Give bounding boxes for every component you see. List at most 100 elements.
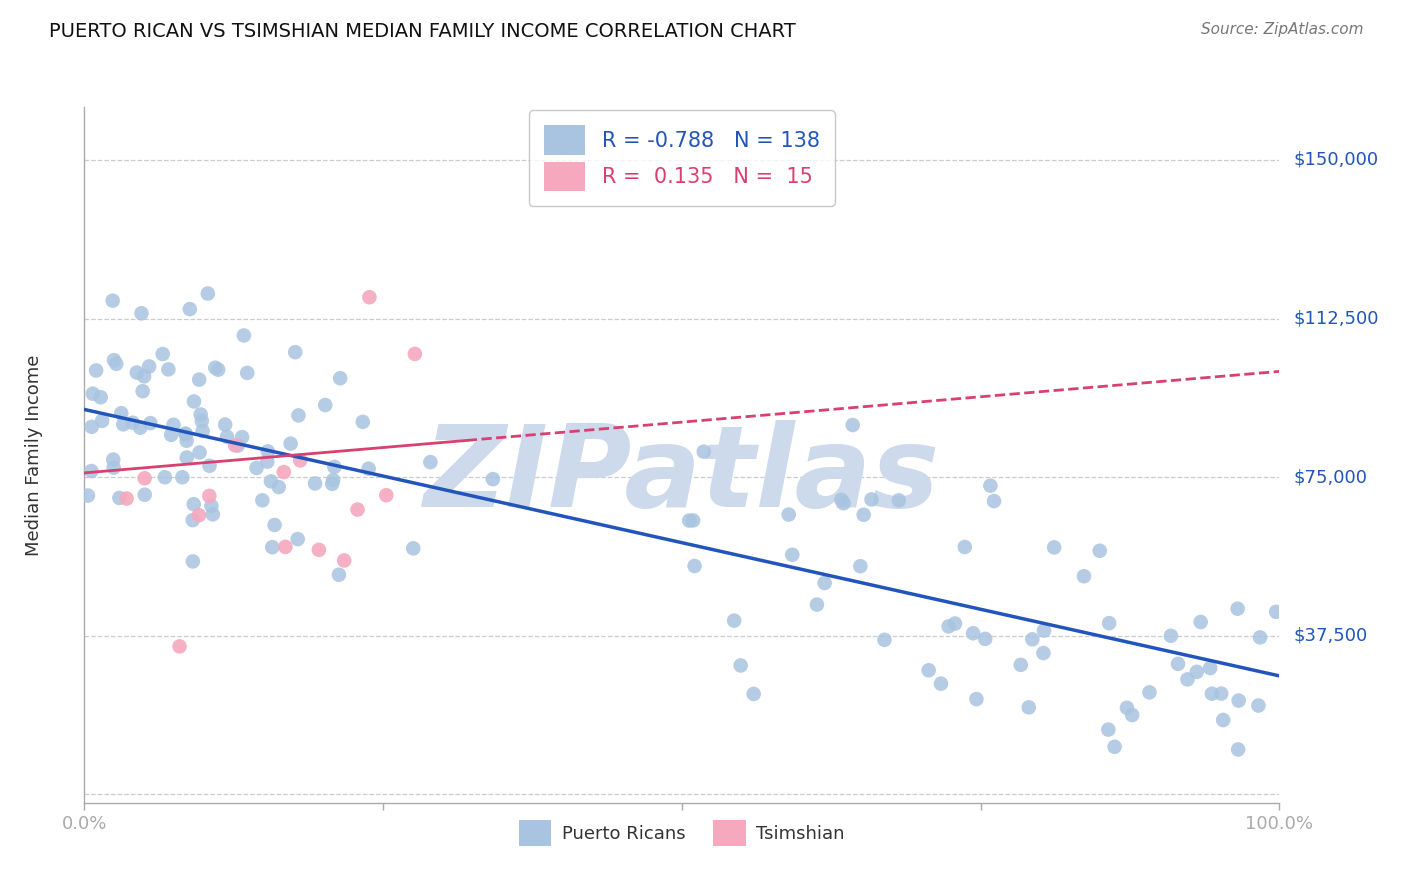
Point <box>918 663 941 677</box>
Point <box>188 373 211 387</box>
Point <box>82 386 104 401</box>
Point <box>103 460 125 475</box>
Point <box>197 286 219 301</box>
Point <box>1167 657 1189 671</box>
Point <box>1018 700 1040 714</box>
Point <box>103 353 125 368</box>
Point <box>115 491 138 506</box>
Point <box>134 488 156 502</box>
Point <box>1032 646 1054 660</box>
Point <box>245 461 267 475</box>
Point <box>682 513 704 527</box>
Point <box>849 559 872 574</box>
Point <box>160 428 183 442</box>
Point <box>262 540 284 554</box>
Point <box>191 424 214 438</box>
Point <box>207 362 229 376</box>
Point <box>1010 657 1032 672</box>
Point <box>236 366 259 380</box>
Point <box>256 455 278 469</box>
Point <box>108 491 131 505</box>
Point <box>121 416 143 430</box>
Point <box>1201 687 1223 701</box>
Point <box>1088 543 1111 558</box>
Point <box>402 541 425 556</box>
Point <box>174 426 197 441</box>
Point <box>200 499 222 513</box>
Point <box>333 553 356 567</box>
Point <box>852 508 875 522</box>
Point <box>323 459 346 474</box>
Point <box>172 470 194 484</box>
Point <box>256 444 278 458</box>
Text: $112,500: $112,500 <box>1294 310 1379 327</box>
Point <box>287 409 309 423</box>
Point <box>1249 631 1271 645</box>
Point <box>232 328 254 343</box>
Point <box>169 640 191 654</box>
Point <box>1227 693 1250 707</box>
Point <box>979 478 1001 492</box>
Text: $37,500: $37,500 <box>1294 627 1368 645</box>
Text: Source: ZipAtlas.com: Source: ZipAtlas.com <box>1201 22 1364 37</box>
Point <box>974 632 997 646</box>
Point <box>329 371 352 385</box>
Point <box>287 532 309 546</box>
Point <box>231 430 253 444</box>
Point <box>929 676 952 690</box>
Point <box>953 540 976 554</box>
Point <box>188 445 211 459</box>
Point <box>129 420 152 434</box>
Point <box>873 632 896 647</box>
Point <box>105 357 128 371</box>
Point <box>1116 701 1139 715</box>
Point <box>352 415 374 429</box>
Point <box>314 398 336 412</box>
Point <box>176 450 198 465</box>
Point <box>830 492 852 507</box>
Point <box>152 347 174 361</box>
Point <box>181 513 204 527</box>
Text: $75,000: $75,000 <box>1294 468 1368 486</box>
Point <box>274 540 297 554</box>
Point <box>290 453 312 467</box>
Point <box>404 347 426 361</box>
Point <box>273 465 295 479</box>
Point <box>157 362 180 376</box>
Point <box>841 417 863 432</box>
Point <box>780 548 803 562</box>
Point <box>346 502 368 516</box>
Point <box>983 494 1005 508</box>
Point <box>84 363 107 377</box>
Point <box>224 438 246 452</box>
Point <box>1104 739 1126 754</box>
Point <box>1043 541 1066 555</box>
Point <box>91 414 114 428</box>
Point <box>1160 629 1182 643</box>
Point <box>252 493 274 508</box>
Point <box>131 384 153 399</box>
Point <box>260 475 283 489</box>
Point <box>1121 708 1143 723</box>
Point <box>1212 713 1234 727</box>
Point <box>1185 665 1208 679</box>
Point <box>357 461 380 475</box>
Point <box>321 477 343 491</box>
Point <box>322 473 344 487</box>
Point <box>813 576 835 591</box>
Point <box>938 619 960 633</box>
Point <box>375 488 398 502</box>
Point <box>1265 605 1288 619</box>
Point <box>101 293 124 308</box>
Point <box>1227 742 1250 756</box>
Point <box>77 489 100 503</box>
Point <box>139 416 162 430</box>
Point <box>806 598 828 612</box>
Point <box>304 476 326 491</box>
Point <box>1097 723 1119 737</box>
Point <box>215 430 238 444</box>
Point <box>90 390 112 404</box>
Point <box>190 408 212 422</box>
Point <box>80 419 103 434</box>
Point <box>280 436 302 450</box>
